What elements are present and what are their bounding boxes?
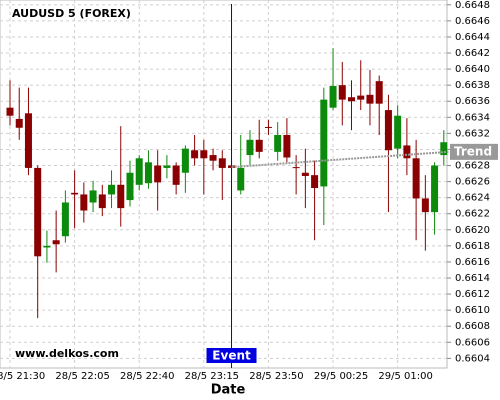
plot-area	[0, 0, 448, 369]
y-tick-label: 0.6646	[455, 16, 490, 27]
event-box	[206, 348, 257, 363]
candle-body	[403, 145, 411, 159]
candle-body	[135, 158, 143, 185]
candle-body	[209, 155, 217, 161]
candle-body	[246, 139, 254, 156]
y-tick-label: 0.6642	[455, 48, 490, 59]
y-tick-label: 0.6604	[455, 353, 490, 364]
y-tick-label: 0.6610	[455, 305, 490, 316]
y-tick-label: 0.6638	[455, 80, 490, 91]
y-tick-label: 0.6626	[455, 177, 490, 188]
candle-body	[357, 95, 365, 100]
candle-body	[366, 94, 374, 104]
y-tick-label: 0.6636	[455, 96, 490, 107]
candle-body	[71, 192, 79, 195]
candle-body	[255, 139, 263, 152]
candle-body	[15, 118, 23, 128]
candle-body	[440, 142, 448, 156]
y-tick-label: 0.6624	[455, 193, 490, 204]
candle-body	[421, 198, 429, 213]
y-tick-label: 0.6614	[455, 273, 490, 284]
y-tick-label: 0.6622	[455, 209, 490, 220]
y-tick-label: 0.6616	[455, 257, 490, 268]
y-tick-label: 0.6612	[455, 289, 490, 300]
candle-body	[320, 99, 328, 187]
candle-body	[117, 184, 125, 209]
candle-body	[172, 165, 180, 185]
event-label: Event	[212, 349, 251, 363]
watermark: www.delkos.com	[15, 347, 119, 360]
candle-body	[283, 134, 291, 158]
candle-body	[61, 202, 69, 237]
marks	[6, 48, 448, 319]
x-tick-label: 28/5 23:15	[185, 371, 239, 382]
candle-body	[144, 162, 152, 184]
x-tick-label: 29/5 00:25	[314, 371, 368, 382]
y-tick-label: 0.6648	[455, 0, 490, 11]
candle-body	[43, 245, 51, 248]
candle-body	[34, 167, 42, 257]
y-tick-label: 0.6620	[455, 225, 490, 236]
candle-body	[191, 150, 199, 159]
candle-body	[126, 172, 134, 201]
x-tick-label: 29/5 01:00	[378, 371, 432, 382]
candle-body	[412, 158, 420, 199]
y-tick-label: 0.6632	[455, 128, 490, 139]
candle-body	[274, 134, 282, 152]
candle-body	[348, 97, 356, 102]
candle-body	[338, 85, 346, 100]
y-tick-label: 0.6634	[455, 112, 490, 123]
candle-body	[375, 81, 383, 104]
candle-body	[24, 113, 32, 168]
candle-body	[52, 240, 60, 245]
candle-body	[329, 85, 337, 108]
candle-body	[80, 194, 88, 211]
candle-body	[154, 165, 162, 183]
trend-box	[450, 143, 498, 160]
x-tick-label: 28/5 22:40	[120, 371, 174, 382]
candle-body	[6, 107, 14, 116]
candle-body	[108, 184, 116, 195]
candle-body	[181, 148, 189, 173]
candle-body	[200, 150, 208, 159]
y-tick-label: 0.6644	[455, 32, 490, 43]
y-tick-label: 0.6606	[455, 337, 490, 348]
x-tick-label: 28/5 23:50	[249, 371, 303, 382]
candle-body	[394, 115, 402, 149]
candle-body	[384, 110, 392, 151]
x-tick-label: 28/5 22:05	[55, 371, 109, 382]
y-tick-label: 0.6608	[455, 321, 490, 332]
candle-body	[264, 126, 272, 128]
trend-line	[231, 150, 449, 169]
candle-body	[292, 167, 300, 169]
chart-title: AUDUSD 5 (FOREX)	[12, 7, 131, 20]
x-axis-label: Date	[211, 383, 246, 398]
y-tick-label: 0.6640	[455, 64, 490, 75]
x-tick-label: 28/5 21:30	[0, 371, 45, 382]
candle-body	[163, 165, 171, 168]
candle-body	[301, 172, 309, 176]
trend-label: Trend	[454, 144, 492, 158]
candle-body	[237, 167, 245, 191]
candle-body	[89, 190, 97, 203]
candle-body	[431, 165, 439, 213]
candle-body	[311, 175, 319, 189]
y-tick-label: 0.6628	[455, 161, 490, 172]
candle-body	[98, 194, 106, 209]
candle-body	[218, 158, 226, 168]
y-tick-label: 0.6618	[455, 241, 490, 252]
